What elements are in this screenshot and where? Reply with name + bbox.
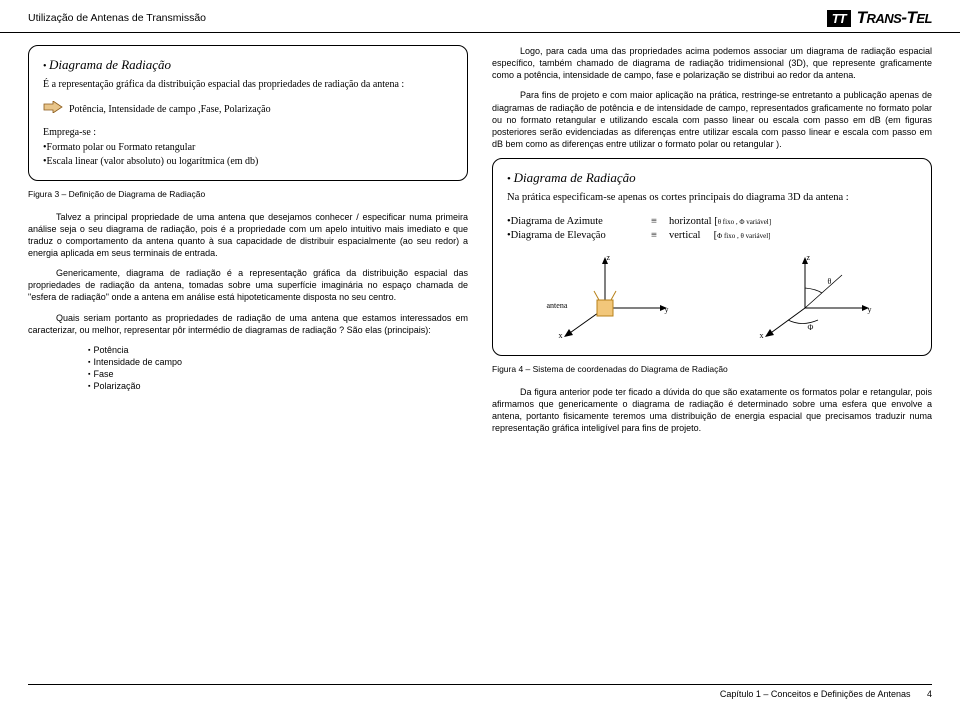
el-label: •Diagrama de Elevação — [507, 229, 647, 243]
box1-emp: Emprega-se : — [43, 126, 453, 140]
right-p1: Logo, para cada uma das propriedades aci… — [492, 45, 932, 81]
y-label-1: y — [665, 305, 669, 316]
page-body: • Diagrama de Radiação É a representação… — [0, 33, 960, 443]
box1-li1: •Formato polar ou Formato retangular — [43, 141, 453, 155]
box1-subtitle: É a representação gráfica da distribuiçã… — [43, 78, 453, 92]
prop-4: ▪Polarização — [88, 380, 468, 392]
el-sub-2: θ variável] — [741, 232, 771, 240]
az-val: horizontal [θ fixo , Φ variável] — [669, 215, 771, 229]
definition-box-2: • Diagrama de Radiação Na prática especi… — [492, 158, 932, 356]
antenna-label: antena — [547, 301, 568, 312]
theta-label: θ — [828, 277, 832, 288]
right-p3: Da figura anterior pode ter ficado a dúv… — [492, 386, 932, 435]
el-eq: ≡ — [651, 229, 665, 243]
diagram-antenna: z y x antena — [545, 253, 675, 343]
right-p2: Para fins de projeto e com maior aplicaç… — [492, 89, 932, 150]
az-eq: ≡ — [651, 215, 665, 229]
prop-3: ▪Fase — [88, 368, 468, 380]
left-p3: Quais seriam portanto as propriedades de… — [28, 312, 468, 336]
el-val-1: vertical [ — [669, 230, 717, 241]
brand-text-1: T — [857, 8, 867, 27]
prop-1-text: Potência — [93, 345, 128, 355]
brand: TT TRANS-TEL — [827, 8, 932, 28]
doc-title: Utilização de Antenas de Transmissão — [28, 12, 206, 24]
az-sub-2: Φ variável] — [739, 218, 771, 226]
brand-text-2: RANS — [866, 11, 901, 26]
brand-text-4: EL — [916, 11, 932, 26]
left-p2: Genericamente, diagrama de radiação é a … — [28, 267, 468, 303]
box1-props: Potência, Intensidade de campo ,Fase, Po… — [69, 103, 271, 117]
z-label-2: z — [807, 253, 811, 264]
prop-2: ▪Intensidade de campo — [88, 356, 468, 368]
el-val: vertical [Φ fixo , θ variável] — [669, 229, 771, 243]
z-label-1: z — [607, 253, 611, 264]
footer-text: Capítulo 1 – Conceitos e Definições de A… — [720, 689, 911, 699]
brand-logo-icon: TT — [827, 10, 851, 27]
brand-text: TRANS-TEL — [857, 8, 932, 28]
elevation-row: •Diagrama de Elevação ≡ vertical [Φ fixo… — [507, 229, 917, 243]
figure-3-caption: Figura 3 – Definição de Diagrama de Radi… — [28, 189, 468, 200]
x-label-2: x — [760, 331, 764, 342]
box2-subtitle: Na prática especificam-se apenas os cort… — [507, 191, 917, 205]
definition-box-1: • Diagrama de Radiação É a representação… — [28, 45, 468, 181]
right-column: Logo, para cada uma das propriedades aci… — [492, 45, 932, 443]
y-label-2: y — [868, 305, 872, 316]
box2-title: Diagrama de Radiação — [514, 170, 636, 185]
box1-li2: •Escala linear (valor absoluto) ou logar… — [43, 155, 453, 169]
diagram-angles: z y x θ Φ — [750, 253, 880, 343]
prop-4-text: Polarização — [93, 381, 140, 391]
arrow-icon — [43, 101, 63, 118]
properties-list: ▪Potência ▪Intensidade de campo ▪Fase ▪P… — [88, 344, 468, 393]
x-label-1: x — [559, 331, 563, 342]
coord-diagrams: z y x antena — [507, 253, 917, 343]
left-p1: Talvez a principal propriedade de uma an… — [28, 211, 468, 260]
phi-label: Φ — [808, 323, 814, 334]
page-number: 4 — [927, 689, 932, 699]
page-header: Utilização de Antenas de Transmissão TT … — [0, 0, 960, 33]
angles-axes-icon — [750, 253, 880, 343]
page-footer: Capítulo 1 – Conceitos e Definições de A… — [28, 684, 932, 699]
prop-3-text: Fase — [93, 369, 113, 379]
figure-4-caption: Figura 4 – Sistema de coordenadas do Dia… — [492, 364, 932, 375]
prop-2-text: Intensidade de campo — [93, 357, 182, 367]
brand-text-3: -T — [901, 8, 916, 27]
azimuth-row: •Diagrama de Azimute ≡ horizontal [θ fix… — [507, 215, 917, 229]
prop-1: ▪Potência — [88, 344, 468, 356]
antenna-axes-icon — [545, 253, 675, 343]
az-sub-1: θ fixo , — [718, 218, 740, 226]
box1-title: Diagrama de Radiação — [49, 57, 171, 72]
az-val-1: horizontal [ — [669, 216, 718, 227]
el-sub-1: Φ fixo , — [717, 232, 740, 240]
left-column: • Diagrama de Radiação É a representação… — [28, 45, 468, 443]
box1-props-row: Potência, Intensidade de campo ,Fase, Po… — [43, 101, 453, 118]
az-label: •Diagrama de Azimute — [507, 215, 647, 229]
